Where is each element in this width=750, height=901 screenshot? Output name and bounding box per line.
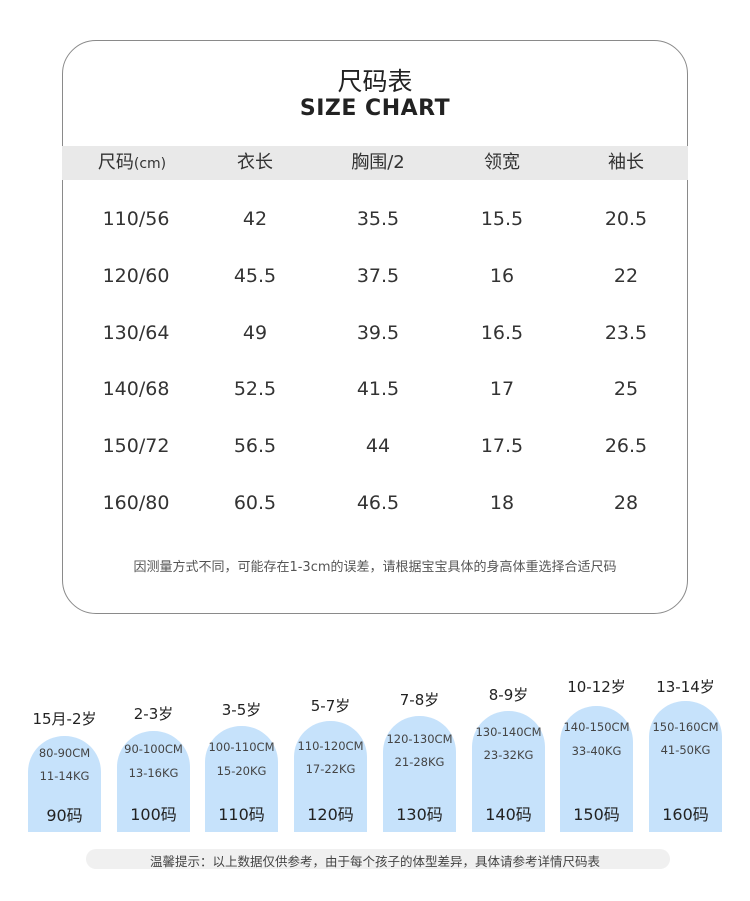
table-cell: 15.5 [440, 208, 564, 230]
table-cell: 41.5 [316, 378, 440, 400]
table-cell: 23.5 [564, 322, 688, 344]
size-height: 90-100CM [111, 742, 196, 756]
size-code: 160码 [649, 801, 722, 825]
size-age: 2-3岁 [105, 703, 202, 724]
table-cell: 17 [440, 378, 564, 400]
table-cell: 52.5 [193, 378, 317, 400]
size-code: 110码 [205, 801, 278, 825]
table-cell: 49 [193, 322, 317, 344]
size-height: 80-90CM [22, 746, 107, 760]
table-cell: 45.5 [193, 265, 317, 287]
header-length: 衣长 [193, 146, 317, 180]
size-height: 130-140CM [466, 725, 551, 739]
size-pill: 120-130CM 21-28KG 130码 [383, 716, 456, 832]
size-age: 10-12岁 [548, 676, 645, 697]
size-weight: 33-40KG [560, 744, 633, 758]
size-code: 120码 [294, 801, 367, 825]
footer-tip: 温馨提示：以上数据仅供参考，由于每个孩子的体型差异，具体请参考详情尺码表 [0, 851, 750, 870]
table-cell: 120/60 [74, 265, 198, 287]
size-height: 140-150CM [554, 720, 639, 734]
size-weight: 11-14KG [28, 769, 101, 783]
size-weight: 21-28KG [383, 755, 456, 769]
table-cell: 17.5 [440, 435, 564, 457]
size-pill: 140-150CM 33-40KG 150码 [560, 706, 633, 832]
table-cell: 18 [440, 492, 564, 514]
size-weight: 13-16KG [117, 766, 190, 780]
table-cell: 25 [564, 378, 688, 400]
size-code: 150码 [560, 801, 633, 825]
table-cell: 26.5 [564, 435, 688, 457]
table-cell: 16.5 [440, 322, 564, 344]
table-cell: 28 [564, 492, 688, 514]
size-pill: 110-120CM 17-22KG 120码 [294, 721, 367, 832]
table-cell: 22 [564, 265, 688, 287]
size-weight: 17-22KG [294, 762, 367, 776]
size-pill: 150-160CM 41-50KG 160码 [649, 701, 722, 832]
size-age: 5-7岁 [282, 695, 379, 716]
header-size-unit: (cm) [134, 156, 166, 172]
size-code: 100码 [117, 801, 190, 825]
size-pill: 90-100CM 13-16KG 100码 [117, 731, 190, 832]
size-height: 150-160CM [643, 720, 728, 734]
size-pill: 130-140CM 23-32KG 140码 [472, 711, 545, 832]
size-code: 130码 [383, 801, 456, 825]
table-cell: 160/80 [74, 492, 198, 514]
table-cell: 20.5 [564, 208, 688, 230]
size-age: 15月-2岁 [16, 708, 113, 729]
header-neck: 领宽 [440, 146, 564, 180]
table-cell: 16 [440, 265, 564, 287]
size-height: 110-120CM [288, 739, 373, 753]
table-cell: 42 [193, 208, 317, 230]
size-height: 100-110CM [199, 740, 284, 754]
table-cell: 39.5 [316, 322, 440, 344]
size-code: 140码 [472, 801, 545, 825]
size-weight: 41-50KG [649, 743, 722, 757]
table-cell: 150/72 [74, 435, 198, 457]
table-cell: 37.5 [316, 265, 440, 287]
size-age: 8-9岁 [460, 684, 557, 705]
header-sleeve: 袖长 [564, 146, 688, 180]
size-weight: 23-32KG [472, 748, 545, 762]
table-cell: 110/56 [74, 208, 198, 230]
size-weight: 15-20KG [205, 764, 278, 778]
size-age: 7-8岁 [371, 689, 468, 710]
title-en: SIZE CHART [0, 96, 750, 121]
measurement-note: 因测量方式不同，可能存在1-3cm的误差，请根据宝宝具体的身高体重选择合适尺码 [0, 556, 750, 575]
table-cell: 46.5 [316, 492, 440, 514]
header-chest: 胸围/2 [316, 146, 440, 180]
size-code: 90码 [28, 802, 101, 826]
table-cell: 60.5 [193, 492, 317, 514]
header-size: 尺码(cm) [70, 146, 194, 181]
table-cell: 140/68 [74, 378, 198, 400]
table-cell: 35.5 [316, 208, 440, 230]
title-cn: 尺码表 [0, 62, 750, 98]
table-cell: 44 [316, 435, 440, 457]
table-cell: 56.5 [193, 435, 317, 457]
size-pill: 100-110CM 15-20KG 110码 [205, 726, 278, 832]
table-cell: 130/64 [74, 322, 198, 344]
size-height: 120-130CM [377, 732, 462, 746]
size-age: 13-14岁 [637, 676, 734, 697]
size-age: 3-5岁 [193, 699, 290, 720]
size-pill: 80-90CM 11-14KG 90码 [28, 736, 101, 832]
